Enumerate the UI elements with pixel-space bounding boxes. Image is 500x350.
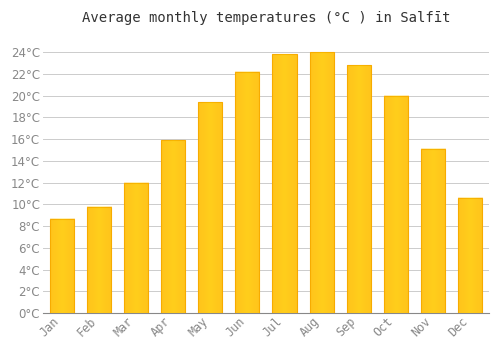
Bar [272,54,296,313]
Bar [347,65,371,313]
Bar [50,219,74,313]
Bar [421,149,445,313]
Bar [161,140,185,313]
Bar [458,198,482,313]
Title: Average monthly temperatures (°C ) in Salfīt: Average monthly temperatures (°C ) in Sa… [82,11,450,25]
Bar [384,96,408,313]
Bar [124,183,148,313]
Bar [236,72,260,313]
Bar [86,206,111,313]
Bar [198,102,222,313]
Bar [310,52,334,313]
